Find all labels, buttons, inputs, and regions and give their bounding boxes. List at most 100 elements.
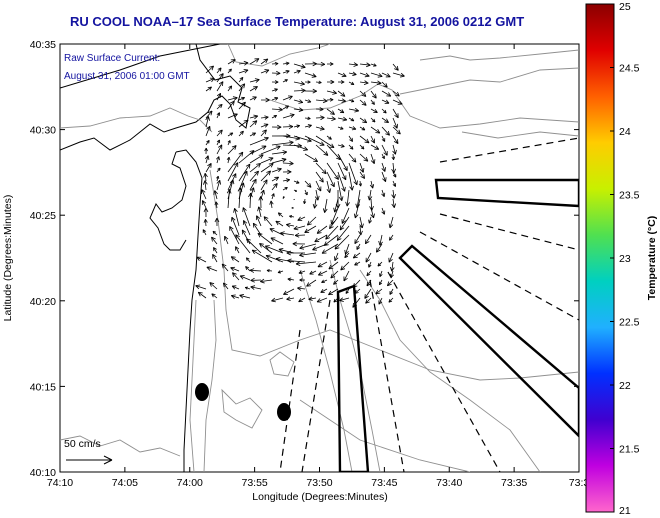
current-vector [205, 116, 210, 128]
current-vector [359, 162, 365, 173]
current-vector [392, 126, 401, 135]
current-vector [271, 157, 287, 164]
current-vector [291, 207, 295, 209]
current-vector [238, 101, 246, 110]
current-vector [297, 216, 306, 221]
current-vector [216, 67, 222, 74]
x-tick-label: 74:05 [112, 477, 138, 489]
current-vector [249, 170, 259, 182]
current-vector [366, 270, 372, 277]
current-vector [227, 151, 244, 173]
current-vector [337, 180, 344, 201]
current-vector [337, 171, 346, 192]
current-vector [391, 198, 397, 208]
current-vector [341, 207, 350, 224]
current-vector [269, 200, 274, 209]
current-vector [378, 234, 383, 246]
current-vector [215, 156, 220, 164]
current-vector [212, 254, 218, 263]
current-vector [222, 282, 229, 290]
current-vector [315, 115, 325, 121]
current-vector [289, 215, 295, 219]
current-vector [329, 216, 339, 230]
current-vector [358, 180, 363, 187]
current-vector [315, 135, 335, 149]
current-vector [249, 78, 260, 83]
current-vector [321, 279, 328, 284]
current-vector [238, 170, 248, 191]
current-vector [370, 63, 377, 67]
current-vector [381, 90, 392, 97]
current-vector [226, 189, 232, 209]
current-vector [282, 61, 290, 66]
current-vector [249, 120, 258, 128]
current-vector [226, 156, 231, 164]
current-vector [348, 117, 355, 122]
current-vector [230, 256, 240, 263]
current-vector [381, 144, 388, 156]
y-tick-label: 40:25 [30, 210, 56, 222]
current-vector [293, 189, 298, 192]
colorbar-tick-label: 21.5 [619, 444, 640, 456]
current-vector [359, 153, 369, 162]
current-vector [238, 60, 249, 66]
current-vector [245, 257, 251, 263]
current-vector [392, 144, 397, 155]
current-vector [216, 73, 224, 83]
plot-frame [59, 43, 580, 473]
current-vector [359, 80, 369, 85]
current-vector [244, 286, 251, 290]
current-vector [229, 226, 240, 245]
current-vector [392, 63, 399, 71]
current-vector [348, 135, 353, 142]
current-vector [304, 180, 312, 188]
current-vector [378, 297, 383, 305]
current-vector [391, 153, 396, 160]
current-vector [205, 140, 210, 146]
current-vector [205, 77, 215, 83]
current-vector [314, 234, 328, 243]
current-vector [282, 95, 293, 101]
current-vector [250, 277, 262, 283]
current-vector [238, 150, 255, 164]
current-vector [312, 243, 328, 251]
current-vector [293, 81, 305, 86]
current-vector [336, 225, 350, 241]
current-vector [304, 135, 325, 146]
current-vector [370, 72, 383, 78]
current-vector [370, 135, 375, 144]
current-vector [216, 103, 223, 110]
x-tick-label: 73:50 [306, 477, 332, 489]
y-tick-label: 40:35 [30, 39, 56, 51]
current-vector [255, 215, 262, 227]
current-vector [249, 96, 257, 101]
current-vector [216, 93, 222, 101]
current-vector [282, 105, 290, 110]
current-vector [298, 297, 306, 303]
current-vector [388, 297, 394, 303]
current-vector [345, 288, 350, 294]
current-vector [359, 117, 368, 124]
current-vector [326, 116, 336, 121]
current-vector [345, 189, 350, 207]
current-vector [326, 162, 339, 180]
current-vector [337, 126, 344, 130]
current-vector [260, 58, 269, 65]
current-vector [227, 162, 239, 182]
current-vector [368, 216, 372, 224]
current-vector [326, 108, 335, 115]
colorbar-tick-label: 24.5 [619, 63, 640, 75]
y-axis: 40:35 40:30 40:25 40:20 40:15 40:10 [30, 39, 579, 479]
current-vector [354, 234, 361, 245]
current-vector [354, 261, 361, 266]
current-vector [304, 225, 317, 233]
current-vector [358, 225, 363, 236]
current-vector [260, 157, 274, 164]
current-vector [381, 117, 389, 123]
current-vector [216, 129, 223, 137]
current-vector [309, 270, 317, 275]
current-vector [337, 143, 345, 148]
current-vector [370, 126, 381, 134]
scale-arrow [66, 455, 113, 465]
current-vector [271, 70, 281, 76]
